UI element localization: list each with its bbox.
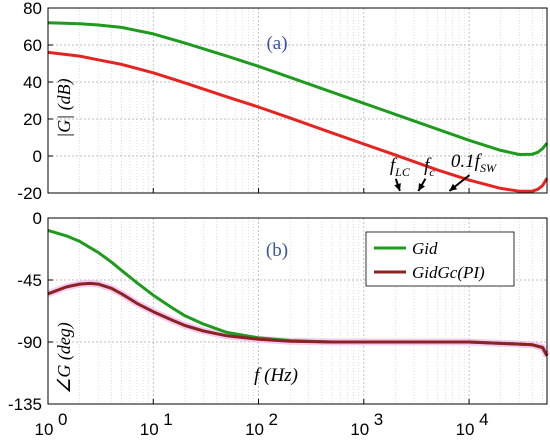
axes-frame <box>47 217 548 405</box>
panel-a: -20 0 20 40 60 80 (a) |G| (dB) fLC fc 0.1fSW <box>17 0 549 203</box>
x-tick-exponent: 2 <box>269 410 278 429</box>
annotation-label: fc <box>424 155 435 179</box>
y-tick-label: 0 <box>33 209 42 228</box>
y-tick-label: 20 <box>23 110 42 129</box>
y-axis-label: |G| (dB) <box>54 78 75 137</box>
panel-label: (b) <box>266 240 288 261</box>
x-tick-label: 10 <box>456 420 475 439</box>
annotation-arrowhead <box>418 183 425 191</box>
series-line-a-1 <box>47 50 549 193</box>
x-tick-exponent: 4 <box>479 410 488 429</box>
annotation-label: 0.1fSW <box>451 151 497 175</box>
y-tick-label: 60 <box>23 36 42 55</box>
x-tick-label: 10 <box>140 420 159 439</box>
legend-box <box>365 231 515 287</box>
x-tick-label: 10 <box>350 420 369 439</box>
y-axis-label: ∠G (deg) <box>54 322 75 394</box>
annotation-arrowhead <box>394 183 401 191</box>
y-tick-label: 40 <box>23 73 42 92</box>
axes-frame <box>47 7 548 194</box>
x-tick-exponent: 0 <box>58 410 67 429</box>
x-tick-label: 10 <box>35 420 54 439</box>
y-tick-label: -20 <box>17 184 42 203</box>
y-tick-label: -90 <box>17 333 42 352</box>
y-tick-label: -135 <box>8 395 42 414</box>
x-tick-exponent: 1 <box>163 410 172 429</box>
y-tick-label: 80 <box>23 0 42 18</box>
y-tick-label: 0 <box>33 147 42 166</box>
x-tick-label: 10 <box>245 420 264 439</box>
annotation-label: fLC <box>390 155 411 179</box>
x-tick-exponent: 3 <box>374 410 383 429</box>
legend-label: Gid <box>412 239 438 258</box>
plot-area <box>48 8 547 193</box>
legend-label: GidGc(PI) <box>412 263 485 282</box>
series-line-a-0 <box>47 21 549 156</box>
x-axis-label: f (Hz) <box>254 365 298 386</box>
y-tick-label: -45 <box>17 271 42 290</box>
series-line-b-1 <box>47 281 549 357</box>
panel-label: (a) <box>266 33 287 54</box>
annotation-arrowhead <box>449 183 458 191</box>
